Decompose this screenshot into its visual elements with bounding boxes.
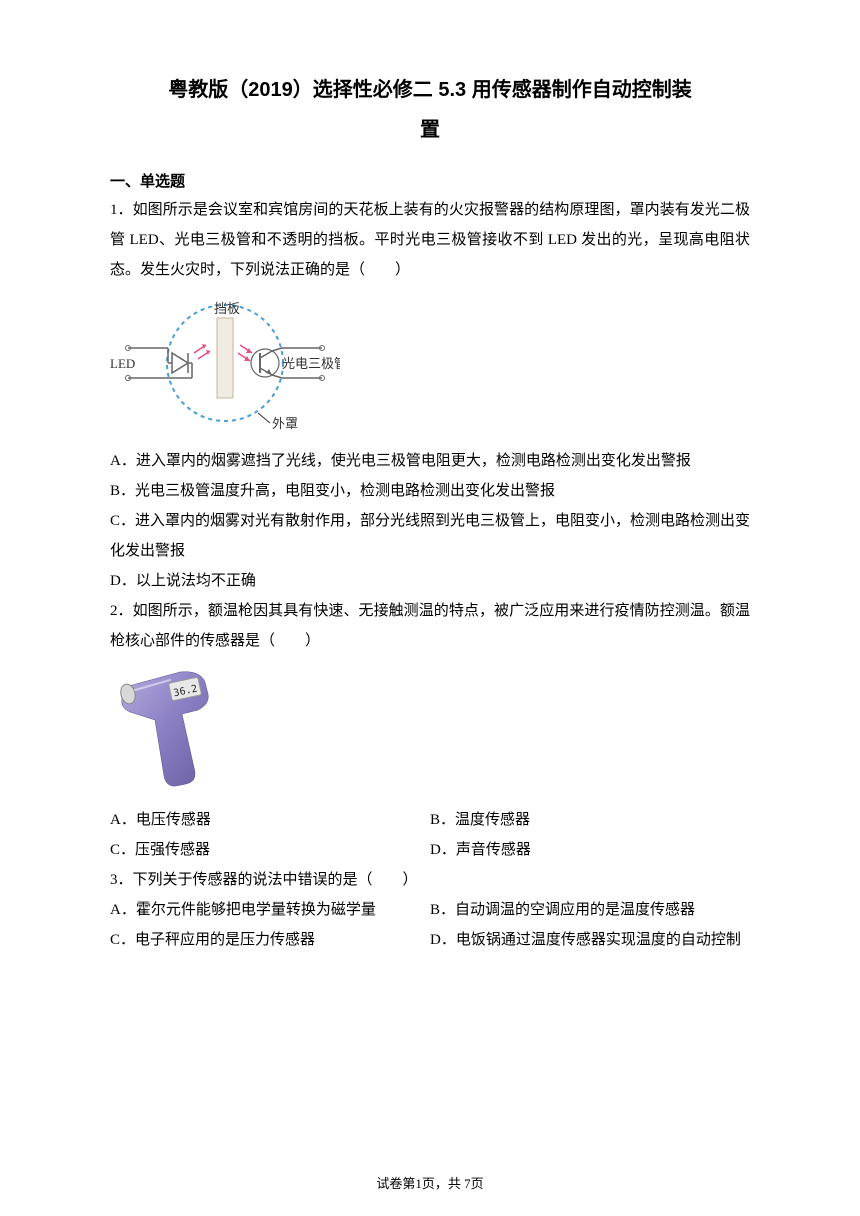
pt-circle — [251, 349, 279, 377]
q3-optD: D．电饭锅通过温度传感器实现温度的自动控制 — [430, 925, 750, 955]
q3-text: 3．下列关于传感器的说法中错误的是（ ） — [110, 865, 750, 895]
thermometer-image: 36.2 — [110, 662, 750, 797]
cover-label: 外罩 — [272, 416, 298, 431]
q3-optC: C．电子秤应用的是压力传感器 — [110, 925, 430, 955]
section-header: 一、单选题 — [110, 170, 750, 191]
q2-optB: B．温度传感器 — [430, 805, 750, 835]
q1-text: 1．如图所示是会议室和宾馆房间的天花板上装有的火灾报警器的结构原理图，罩内装有发… — [110, 195, 750, 285]
q2-text: 2．如图所示，额温枪因其具有快速、无接触测温的特点，被广泛应用来进行疫情防控测温… — [110, 596, 750, 656]
q2-options: A．电压传感器 B．温度传感器 C．压强传感器 D．声音传感器 — [110, 805, 750, 865]
q1-optB: B．光电三极管温度升高，电阻变小，检测电路检测出变化发出警报 — [110, 476, 750, 506]
q2-optD: D．声音传感器 — [430, 835, 750, 865]
q1-optC: C．进入罩内的烟雾对光有散射作用，部分光线照到光电三极管上，电阻变小，检测电路检… — [110, 506, 750, 566]
phototrans-label: 光电三极管 — [282, 356, 340, 371]
baffle — [217, 318, 233, 398]
page-footer: 试卷第1页，共 7页 — [0, 1173, 860, 1192]
title-line1: 粤教版（2019）选择性必修二 5.3 用传感器制作自动控制装 — [168, 79, 691, 101]
led-triangle — [172, 353, 188, 373]
q2-optA: A．电压传感器 — [110, 805, 430, 835]
title-line2: 置 — [420, 119, 440, 141]
page-title: 粤教版（2019）选择性必修二 5.3 用传感器制作自动控制装 置 — [110, 70, 750, 150]
q3-options: A．霍尔元件能够把电学量转换为磁学量 B．自动调温的空调应用的是温度传感器 C．… — [110, 895, 750, 955]
q3-optA: A．霍尔元件能够把电学量转换为磁学量 — [110, 895, 430, 925]
fire-alarm-diagram: 挡板 LED 光电三极管 — [110, 293, 750, 438]
q1-optD: D．以上说法均不正确 — [110, 566, 750, 596]
q2-optC: C．压强传感器 — [110, 835, 430, 865]
baffle-label: 挡板 — [214, 301, 240, 316]
q1-optA: A．进入罩内的烟雾遮挡了光线，使光电三极管电阻更大，检测电路检测出变化发出警报 — [110, 446, 750, 476]
led-label: LED — [110, 356, 135, 371]
q3-optB: B．自动调温的空调应用的是温度传感器 — [430, 895, 750, 925]
